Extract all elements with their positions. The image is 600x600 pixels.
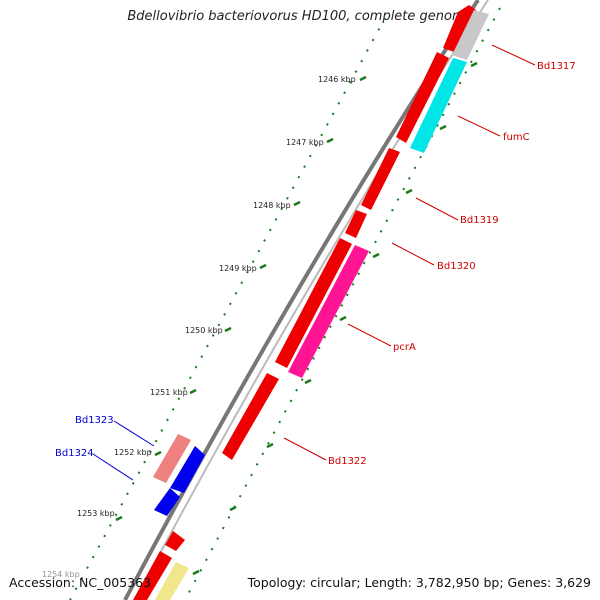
tick-mark [304, 378, 312, 385]
tick-label: 1248 kbp [253, 201, 291, 210]
tick-mark [326, 137, 334, 144]
gene-arrow-pcrA[interactable] [288, 245, 369, 378]
leader-bd1324 [92, 453, 134, 481]
gene-label[interactable]: Bd1322 [328, 456, 367, 467]
tick-mark [359, 75, 367, 82]
tick-mark [259, 263, 267, 270]
gene-arrow-bd1322[interactable] [222, 373, 279, 460]
leader-fumC [457, 115, 501, 137]
gene-arrow-red-large[interactable] [275, 238, 352, 368]
major-ticks [115, 75, 367, 522]
gene-label[interactable]: Bd1323 [75, 415, 114, 426]
map-title: Bdellovibrio bacteriovorus HD100, comple… [127, 9, 473, 24]
gene-label[interactable]: Bd1324 [55, 448, 94, 459]
gene-arrow-bd1324-b[interactable] [154, 488, 180, 516]
gene-arrow-fumC[interactable] [410, 58, 467, 153]
gene-arrow-bd1323[interactable] [153, 434, 191, 483]
tick-label: 1252 kbp [114, 448, 152, 457]
inner-dotted-ring [184, 7, 501, 600]
gene-arrow-bd1324-a[interactable] [170, 446, 205, 493]
leader-bd1322 [283, 437, 327, 461]
inner-ticks [192, 61, 478, 576]
gene-arrow-red-lower-b[interactable] [133, 551, 172, 600]
leader-pcrA [347, 323, 392, 347]
tick-label: 1253 kbp [77, 509, 115, 518]
leader-bd1317 [491, 44, 536, 66]
tick-mark [405, 188, 413, 195]
gene-arrow-red-lower-a[interactable] [165, 531, 185, 551]
tick-label: 1254 kbp [42, 570, 80, 579]
genome-summary-text: Topology: circular; Length: 3,782,950 bp… [247, 575, 591, 590]
gene-arrow-bd1320[interactable] [345, 210, 367, 238]
gene-arrow-red-long[interactable] [396, 52, 449, 143]
gene-label[interactable]: Bd1320 [437, 261, 476, 272]
leader-bd1323 [113, 420, 155, 447]
tick-label: 1251 kbp [150, 388, 188, 397]
tick-mark [154, 450, 162, 457]
tick-mark [115, 515, 123, 522]
tick-mark [229, 505, 237, 512]
tick-label: 1246 kbp [318, 75, 356, 84]
tick-mark [266, 442, 274, 449]
tick-label: 1249 kbp [219, 264, 257, 273]
gene-arrow-gray[interactable] [452, 10, 489, 60]
gene-features [133, 5, 489, 600]
tick-mark [372, 252, 380, 259]
label-leaders [92, 44, 536, 481]
gene-arrow-bd1317[interactable] [443, 5, 476, 52]
leader-bd1319 [415, 197, 459, 221]
gene-arrow-bd1319[interactable] [361, 148, 400, 210]
tick-mark [339, 315, 347, 322]
gene-label[interactable]: fumC [503, 132, 530, 143]
tick-mark [439, 124, 447, 131]
tick-mark [293, 200, 301, 207]
accession-text: Accession: NC_005363 [9, 575, 152, 590]
tick-label: 1247 kbp [286, 138, 324, 147]
leader-bd1320 [391, 242, 435, 266]
gene-label[interactable]: Bd1319 [460, 215, 499, 226]
gene-label[interactable]: Bd1317 [537, 61, 576, 72]
tick-mark [470, 61, 478, 68]
tick-mark [224, 326, 232, 333]
tick-label: 1250 kbp [185, 326, 223, 335]
gene-arrow-yellow[interactable] [155, 562, 189, 600]
tick-mark [192, 569, 200, 576]
tick-mark [189, 388, 197, 395]
gene-label[interactable]: pcrA [393, 342, 416, 353]
